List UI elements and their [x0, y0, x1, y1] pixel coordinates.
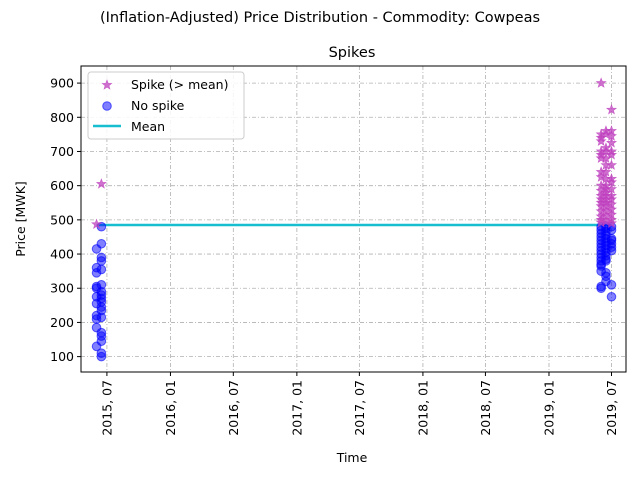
y-tick-label: 600 [50, 178, 74, 193]
no-spike-point [596, 283, 606, 294]
x-axis: 2015, 07 2016, 01 2016, 07 2017, 01 2017, 07… [99, 372, 619, 436]
spike-point [595, 171, 607, 182]
x-tick-label: 2016, 07 [226, 380, 241, 436]
y-tick-label: 500 [50, 212, 74, 227]
y-tick-label: 700 [50, 144, 74, 159]
no-spike-point [96, 264, 107, 275]
y-tick-label: 300 [50, 281, 74, 296]
no-spike-point [96, 351, 107, 362]
spike-point [95, 178, 107, 189]
no-spike-point [606, 280, 617, 290]
legend: Spike (> mean) No spike Mean [87, 71, 245, 140]
no-spike-point [606, 245, 617, 256]
no-spike-point [96, 256, 107, 266]
x-tick-label: 2017, 07 [352, 380, 367, 436]
y-tick-label: 900 [50, 76, 74, 91]
y-tick-label: 200 [50, 315, 74, 330]
x-axis-label: Time [336, 450, 368, 465]
x-tick-label: 2019, 07 [604, 380, 619, 436]
y-tick-label: 800 [50, 110, 74, 125]
no-spike-point [601, 256, 611, 266]
x-tick-label: 2017, 01 [289, 380, 304, 436]
spike-point [605, 137, 618, 148]
no-spike-point [96, 312, 107, 323]
legend-spike-marker [101, 79, 113, 90]
legend-box [87, 71, 245, 140]
legend-nospike-marker [102, 101, 112, 111]
legend-spike-star [101, 79, 113, 90]
spike-point [605, 149, 618, 160]
data-points [90, 77, 618, 362]
legend-spike-label: Spike (> mean) [131, 77, 228, 92]
spike-point [605, 217, 618, 229]
y-tick-label: 100 [50, 349, 74, 364]
legend-mean-label: Mean [131, 119, 165, 134]
x-tick-label: 2015, 07 [99, 380, 114, 436]
legend-nospike-label: No spike [131, 98, 185, 113]
spike-point [595, 135, 607, 146]
x-tick-label: 2018, 07 [478, 380, 493, 436]
no-spike-point [96, 336, 107, 347]
x-tick-label: 2019, 01 [541, 380, 556, 436]
spike-point [595, 77, 607, 88]
chart-title: Spikes [329, 45, 376, 61]
x-tick-label: 2018, 01 [415, 380, 430, 436]
figure-title: (Inflation-Adjusted) Price Distribution … [100, 10, 540, 26]
spike-point [90, 218, 103, 230]
no-spike-point [606, 291, 617, 302]
x-tick-label: 2016, 01 [163, 380, 178, 436]
y-axis: 100 200 300 400 500 600 700 800 900 [50, 76, 81, 364]
spike-point [605, 103, 618, 115]
plot-area [80, 65, 627, 373]
spike-point [605, 159, 618, 170]
no-spike-point [96, 238, 107, 249]
y-tick-label: 400 [50, 247, 74, 262]
y-axis-label: Price [MWK] [13, 181, 28, 257]
legend-nospike-circle [102, 101, 112, 111]
